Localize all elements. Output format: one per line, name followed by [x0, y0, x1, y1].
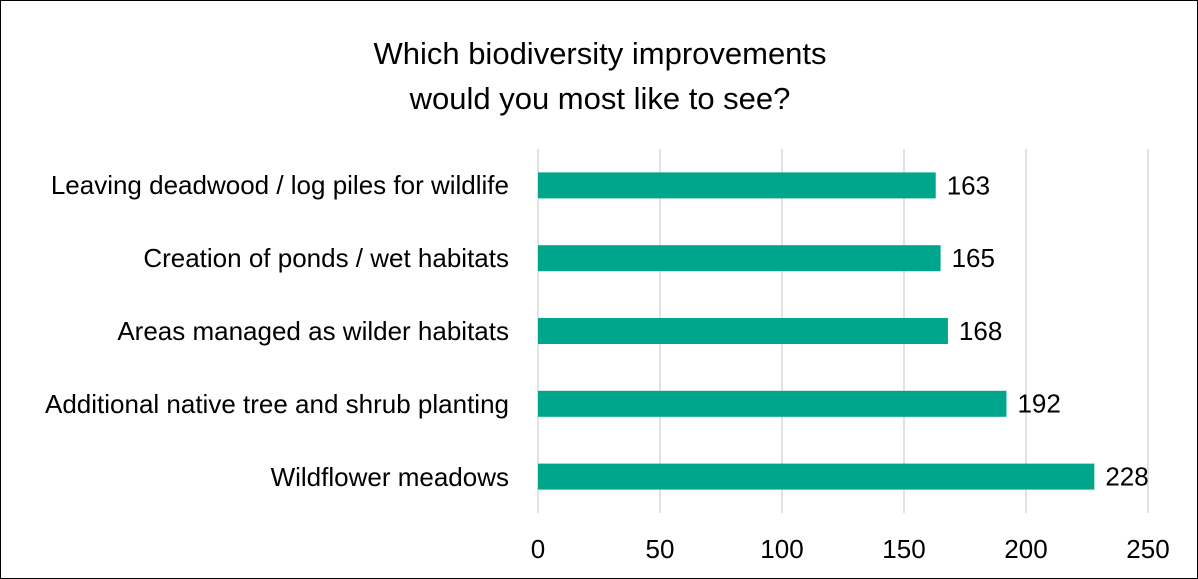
bar — [538, 390, 1007, 417]
x-tick-label: 0 — [531, 534, 545, 564]
x-tick-label: 200 — [1004, 534, 1047, 564]
chart-title: Which biodiversity improvements would yo… — [373, 36, 827, 116]
y-tick-label: Wildflower meadows — [270, 461, 509, 492]
bar — [538, 172, 936, 199]
x-tick-label: 50 — [646, 534, 675, 564]
data-label: 163 — [947, 170, 990, 200]
category-label-box: Areas managed as wilder habitats — [5, 291, 509, 371]
category-label-box: Leaving deadwood / log piles for wildlif… — [5, 145, 509, 225]
bar — [538, 463, 1095, 490]
data-label: 228 — [1105, 461, 1148, 491]
x-tick-label: 250 — [1126, 534, 1169, 564]
x-tick-label: 150 — [882, 534, 925, 564]
category-label-box: Wildflower meadows — [5, 437, 509, 517]
bar — [538, 245, 941, 272]
category-label-box: Creation of ponds / wet habitats — [5, 218, 509, 298]
data-label: 192 — [1017, 389, 1060, 419]
bar — [538, 318, 948, 344]
category-label-box: Additional native tree and shrub plantin… — [5, 364, 509, 444]
x-tick-label: 100 — [760, 534, 803, 564]
y-tick-label: Leaving deadwood / log piles for wildlif… — [50, 170, 509, 201]
y-tick-label: Areas managed as wilder habitats — [117, 316, 509, 346]
data-label: 165 — [952, 243, 995, 273]
y-tick-label: Additional native tree and shrub plantin… — [45, 388, 509, 419]
y-tick-label: Creation of ponds / wet habitats — [143, 243, 509, 274]
data-label: 168 — [959, 316, 1002, 346]
